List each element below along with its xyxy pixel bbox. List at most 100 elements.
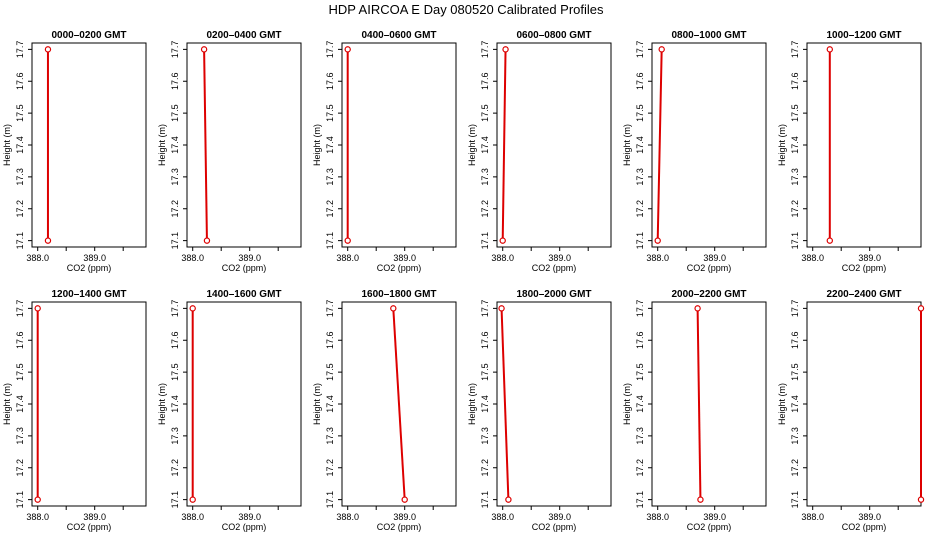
x-tick-label: 389.0 bbox=[238, 512, 261, 522]
y-tick-label: 17.5 bbox=[480, 363, 490, 381]
y-tick-label: 17.3 bbox=[635, 427, 645, 445]
y-tick-label: 17.6 bbox=[635, 72, 645, 90]
x-tick-label: 388.0 bbox=[491, 253, 514, 263]
y-tick-label: 17.2 bbox=[15, 200, 25, 218]
y-tick-label: 17.5 bbox=[170, 363, 180, 381]
y-tick-label: 17.5 bbox=[325, 104, 335, 122]
y-tick-label: 17.3 bbox=[15, 168, 25, 186]
y-tick-label: 17.4 bbox=[170, 136, 180, 154]
y-axis-label: Height (m) bbox=[622, 124, 632, 166]
plot-frame bbox=[186, 301, 302, 507]
y-tick-label: 17.2 bbox=[635, 459, 645, 477]
y-tick-label: 17.5 bbox=[790, 104, 800, 122]
y-axis-label: Height (m) bbox=[777, 383, 787, 425]
x-tick-label: 389.0 bbox=[393, 512, 416, 522]
y-tick-label: 17.2 bbox=[480, 459, 490, 477]
profile-point bbox=[189, 305, 196, 312]
figure-title: HDP AIRCOA E Day 080520 Calibrated Profi… bbox=[328, 2, 604, 17]
panel-title: 1400–1600 GMT bbox=[206, 289, 281, 300]
profile-line bbox=[501, 49, 507, 241]
x-tick-label: 388.0 bbox=[336, 253, 359, 263]
y-tick-label: 17.1 bbox=[635, 491, 645, 509]
profile-point bbox=[917, 496, 925, 503]
y-tick-label: 17.5 bbox=[15, 363, 25, 381]
y-tick-label: 17.6 bbox=[15, 72, 25, 90]
y-tick-label: 17.6 bbox=[325, 331, 335, 349]
x-tick-label: 388.0 bbox=[646, 253, 669, 263]
y-tick-label: 17.1 bbox=[170, 232, 180, 250]
y-tick-label: 17.2 bbox=[170, 459, 180, 477]
profile-point bbox=[34, 496, 41, 503]
y-tick-label: 17.2 bbox=[170, 200, 180, 218]
y-tick-label: 17.1 bbox=[15, 491, 25, 509]
x-tick-label: 389.0 bbox=[393, 253, 416, 263]
x-axis-label: CO2 (ppm) bbox=[687, 522, 732, 532]
y-tick-label: 17.4 bbox=[15, 136, 25, 154]
profile-point bbox=[694, 305, 701, 312]
y-tick-label: 17.2 bbox=[635, 200, 645, 218]
y-tick-label: 17.6 bbox=[635, 331, 645, 349]
x-axis-label: CO2 (ppm) bbox=[67, 522, 112, 532]
panel-title: 1000–1200 GMT bbox=[826, 30, 901, 41]
profile-point bbox=[498, 305, 505, 312]
x-axis-label: CO2 (ppm) bbox=[842, 263, 887, 273]
y-tick-label: 17.3 bbox=[170, 168, 180, 186]
profile-point bbox=[344, 237, 351, 244]
x-tick-label: 389.0 bbox=[238, 253, 261, 263]
y-axis-label: Height (m) bbox=[2, 124, 12, 166]
x-axis-label: CO2 (ppm) bbox=[377, 522, 422, 532]
plot-frame bbox=[806, 42, 922, 248]
y-tick-label: 17.1 bbox=[790, 491, 800, 509]
y-tick-label: 17.7 bbox=[635, 300, 645, 318]
panel-title: 1200–1400 GMT bbox=[51, 289, 126, 300]
y-tick-label: 17.6 bbox=[15, 331, 25, 349]
x-tick-label: 389.0 bbox=[548, 512, 571, 522]
profile-point bbox=[390, 305, 397, 312]
x-tick-label: 388.0 bbox=[491, 512, 514, 522]
profile-point bbox=[499, 237, 506, 244]
y-tick-label: 17.5 bbox=[170, 104, 180, 122]
plot-frame bbox=[31, 42, 147, 248]
y-tick-label: 17.1 bbox=[480, 491, 490, 509]
panel-title: 1800–2000 GMT bbox=[516, 289, 591, 300]
plot-frame bbox=[806, 301, 922, 507]
profile-point bbox=[502, 46, 509, 53]
y-axis-label: Height (m) bbox=[157, 124, 167, 166]
x-axis-label: CO2 (ppm) bbox=[67, 263, 112, 273]
y-axis-label: Height (m) bbox=[467, 124, 477, 166]
profile-point bbox=[658, 46, 665, 53]
profile-point bbox=[826, 237, 834, 244]
y-tick-label: 17.6 bbox=[790, 331, 800, 349]
x-axis-label: CO2 (ppm) bbox=[532, 263, 577, 273]
profile-point bbox=[917, 305, 925, 312]
x-tick-label: 389.0 bbox=[83, 512, 106, 522]
y-tick-label: 17.6 bbox=[480, 72, 490, 90]
profile-point bbox=[200, 46, 208, 53]
y-axis-label: Height (m) bbox=[312, 383, 322, 425]
x-tick-label: 388.0 bbox=[801, 253, 824, 263]
y-tick-label: 17.1 bbox=[635, 232, 645, 250]
panel-title: 2000–2200 GMT bbox=[671, 289, 746, 300]
panel-title: 1600–1800 GMT bbox=[361, 289, 436, 300]
y-tick-label: 17.3 bbox=[480, 168, 490, 186]
y-axis-label: Height (m) bbox=[157, 383, 167, 425]
profile-point bbox=[697, 496, 704, 503]
y-tick-label: 17.3 bbox=[635, 168, 645, 186]
y-tick-label: 17.5 bbox=[325, 363, 335, 381]
profile-point bbox=[203, 237, 211, 244]
plot-frame bbox=[651, 301, 767, 507]
y-tick-label: 17.7 bbox=[480, 300, 490, 318]
panel-title: 0800–1000 GMT bbox=[671, 30, 746, 41]
y-axis-label: Height (m) bbox=[312, 124, 322, 166]
y-tick-label: 17.1 bbox=[325, 491, 335, 509]
y-tick-label: 17.7 bbox=[480, 41, 490, 59]
x-axis-label: CO2 (ppm) bbox=[842, 522, 887, 532]
profile-line bbox=[392, 308, 406, 500]
profile-point bbox=[505, 496, 512, 503]
x-axis-label: CO2 (ppm) bbox=[377, 263, 422, 273]
